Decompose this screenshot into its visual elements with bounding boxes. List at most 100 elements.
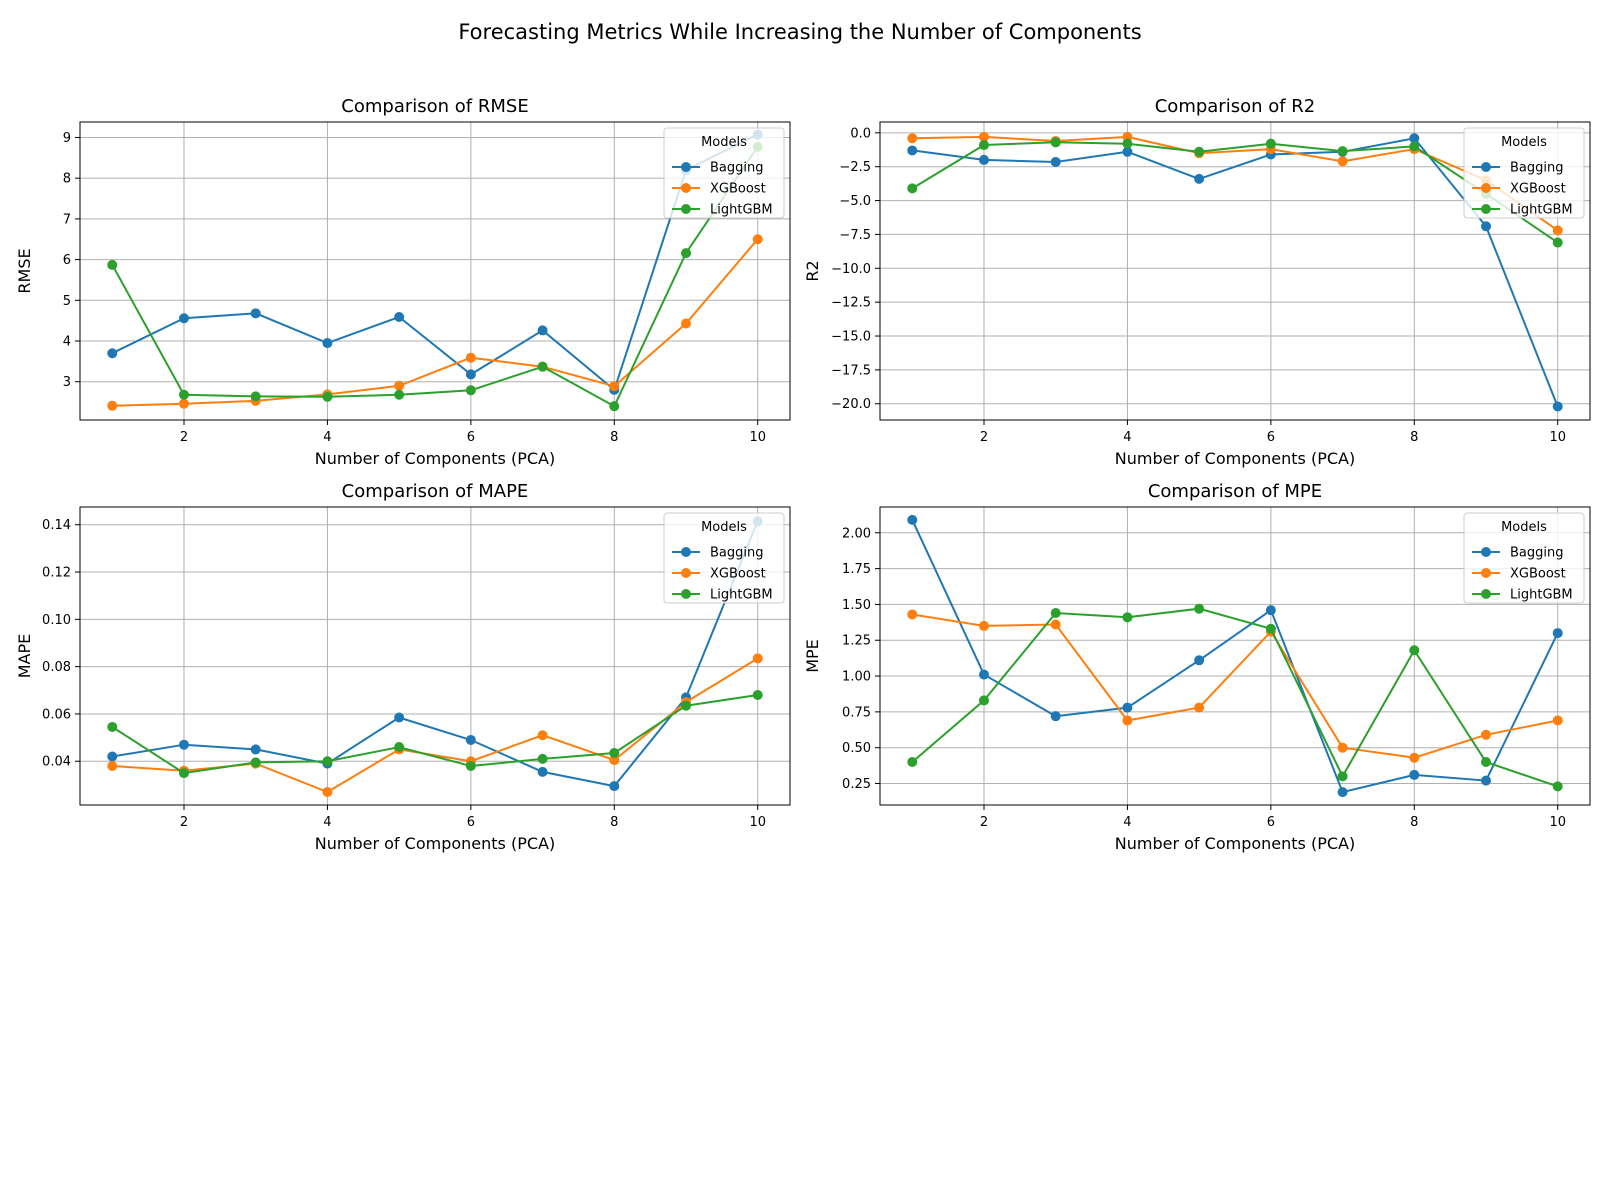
x-tick-label: 6: [467, 430, 475, 445]
legend-entry-lightgbm: LightGBM: [1510, 588, 1573, 603]
y-tick-label: 0.25: [842, 777, 871, 792]
x-axis-label: Number of Components (PCA): [315, 449, 555, 468]
data-point-xgboost: [107, 760, 118, 771]
legend: Models Bagging XGBoost LightGBM: [663, 512, 785, 604]
chart-title: Comparison of MPE: [1148, 481, 1322, 502]
legend-entry-bagging: Bagging: [1510, 161, 1564, 176]
data-point-bagging: [609, 781, 620, 792]
data-point-bagging: [537, 766, 548, 777]
legend: Models Bagging XGBoost LightGBM: [663, 127, 785, 219]
legend-entry-xgboost: XGBoost: [1510, 182, 1566, 197]
data-point-xgboost: [537, 730, 548, 741]
data-point-bagging: [907, 145, 918, 156]
chart-title: Comparison of MAPE: [342, 481, 529, 502]
series-line-xgboost: [912, 613, 1558, 759]
legend-marker-bagging: [1481, 162, 1491, 172]
data-point-bagging: [1409, 133, 1420, 144]
y-tick-label: −12.5: [831, 296, 871, 311]
data-point-xgboost: [1122, 715, 1133, 726]
data-point-bagging: [465, 369, 476, 380]
data-point-lightgbm: [107, 259, 118, 270]
x-tick-label: 10: [749, 430, 766, 445]
y-tick-label: 1.25: [842, 634, 871, 649]
x-tick-label: 4: [1123, 815, 1131, 830]
x-tick-label: 4: [323, 815, 331, 830]
data-point-bagging: [178, 739, 189, 750]
chart-r2: 2 4 6 8 10 0.0 −2.5 −5.0 −7.5 −10.0 −12.5 −15.0 −17.…: [803, 96, 1591, 468]
data-point-bagging: [1122, 702, 1133, 713]
legend-marker-lightgbm: [1481, 204, 1491, 214]
x-tick-label: 6: [1267, 430, 1275, 445]
data-point-bagging: [1194, 655, 1205, 666]
data-point-lightgbm: [978, 695, 989, 706]
data-point-lightgbm: [1481, 757, 1492, 768]
y-tick-label: −15.0: [831, 330, 871, 345]
data-point-bagging: [178, 313, 189, 324]
legend-marker-lightgbm: [681, 589, 691, 599]
x-tick-label: 10: [749, 815, 766, 830]
data-point-lightgbm: [1337, 146, 1348, 157]
y-axis-label: R2: [803, 260, 822, 281]
y-tick-label: 0.10: [42, 613, 71, 628]
plot-frame: [79, 506, 791, 806]
data-point-xgboost: [1194, 702, 1205, 713]
data-point-bagging: [322, 338, 333, 349]
data-point-lightgbm: [1552, 237, 1563, 248]
y-tick-label: 1.75: [842, 562, 871, 577]
legend-entry-xgboost: XGBoost: [710, 567, 766, 582]
data-point-bagging: [1194, 173, 1205, 184]
data-point-xgboost: [978, 131, 989, 142]
data-point-lightgbm: [1050, 137, 1061, 148]
chart-title: Comparison of RMSE: [341, 96, 528, 117]
data-point-xgboost: [1050, 619, 1061, 630]
legend-entry-bagging: Bagging: [1510, 546, 1564, 561]
chart-title: Comparison of R2: [1155, 96, 1316, 117]
y-tick-label: 0.50: [842, 741, 871, 756]
data-point-xgboost: [1337, 156, 1348, 167]
data-point-lightgbm: [1122, 612, 1133, 623]
chart-mpe: 2 4 6 8 10 0.25 0.50 0.75 1.00 1.25 1.50 1.75 2.00 Co…: [803, 481, 1591, 853]
data-point-bagging: [394, 312, 405, 323]
y-tick-label: 0.14: [42, 518, 71, 533]
y-tick-label: 0.06: [42, 707, 71, 722]
data-point-bagging: [1409, 769, 1420, 780]
x-axis-label: Number of Components (PCA): [315, 834, 555, 853]
x-tick-label: 10: [1549, 430, 1566, 445]
legend: Models Bagging XGBoost LightGBM: [1463, 127, 1585, 219]
data-point-lightgbm: [609, 747, 620, 758]
y-tick-label: 0.04: [42, 755, 71, 770]
legend: Models Bagging XGBoost LightGBM: [1463, 512, 1585, 604]
data-point-lightgbm: [465, 760, 476, 771]
data-point-xgboost: [1337, 742, 1348, 753]
x-axis-label: Number of Components (PCA): [1115, 449, 1355, 468]
legend-entry-bagging: Bagging: [710, 546, 764, 561]
plot-frame: [79, 121, 791, 421]
series-line-lightgbm: [111, 694, 758, 775]
data-point-lightgbm: [537, 361, 548, 372]
y-tick-label: 0.0: [850, 126, 871, 141]
series-line-bagging: [112, 520, 759, 788]
x-tick-label: 8: [610, 815, 618, 830]
data-point-lightgbm: [322, 391, 333, 402]
x-tick-label: 2: [180, 815, 188, 830]
data-point-bagging: [1050, 156, 1061, 167]
x-tick-label: 8: [610, 430, 618, 445]
legend-title: Models: [701, 520, 747, 535]
y-axis-label: MPE: [803, 639, 822, 673]
y-tick-label: 7: [63, 212, 71, 227]
legend-entry-lightgbm: LightGBM: [710, 203, 773, 218]
y-tick-label: 5: [63, 294, 71, 309]
series-line-lightgbm: [111, 146, 759, 408]
legend-title: Models: [1501, 135, 1547, 150]
data-point-xgboost: [1552, 225, 1563, 236]
chart-rmse: 2 4 6 8 10 3 4 5 6 7 8 9 Comparison of RMSE Number of…: [15, 96, 791, 468]
legend-entry-bagging: Bagging: [710, 161, 764, 176]
data-point-xgboost: [1409, 752, 1420, 763]
data-point-lightgbm: [250, 757, 261, 768]
data-point-bagging: [1552, 401, 1563, 412]
data-point-xgboost: [1481, 729, 1492, 740]
data-point-xgboost: [107, 400, 118, 411]
x-tick-label: 6: [1267, 815, 1275, 830]
y-tick-label: −2.5: [839, 160, 871, 175]
